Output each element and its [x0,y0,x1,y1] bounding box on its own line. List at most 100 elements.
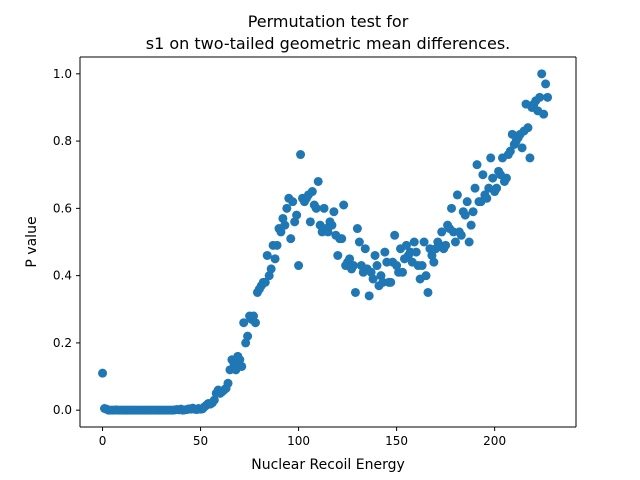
data-point-225 [539,109,549,119]
data-point-71 [237,361,247,371]
data-point-140 [372,261,382,271]
data-point-86 [266,264,276,274]
x-tick-label: 100 [287,434,310,448]
data-point-109 [311,203,321,213]
data-point-160 [411,247,421,257]
data-point-89 [272,240,282,250]
data-point-100 [294,261,304,271]
data-point-91 [276,227,286,237]
data-point-178 [447,203,457,213]
data-point-64 [223,378,233,388]
data-point-186 [462,197,472,207]
data-point-72 [239,318,249,328]
data-point-224 [537,69,547,79]
data-point-183 [456,230,466,240]
data-point-101 [296,150,306,160]
y-tick-label: 0.6 [53,201,72,215]
y-tick-label: 0.0 [53,403,72,417]
data-point-190 [470,183,480,193]
data-point-96 [286,234,296,244]
data-point-218 [525,153,535,163]
data-point-149 [390,230,400,240]
data-point-185 [460,210,470,220]
data-point-88 [270,254,280,264]
data-point-115 [323,227,333,237]
plot-area [80,57,576,427]
data-point-165 [421,271,431,281]
data-point-84 [262,250,272,260]
data-point-155 [401,240,411,250]
data-point-217 [523,123,533,133]
data-point-129 [350,287,360,297]
data-point-117 [327,220,337,230]
x-axis-ticks: 0 50 100 150 200 [99,427,506,448]
data-point-138 [368,274,378,284]
scatter-points [98,69,553,415]
data-point-188 [466,220,476,230]
chart-title-line-1: Permutation test for [248,12,409,31]
data-point-166 [423,287,433,297]
data-point-118 [329,207,339,217]
data-point-196 [482,193,492,203]
x-tick-label: 0 [99,434,107,448]
data-point-136 [364,291,374,301]
data-point-0 [98,368,108,378]
data-point-226 [541,79,551,89]
y-axis-label: P value [24,216,40,267]
data-point-128 [348,261,358,271]
data-point-175 [441,240,451,250]
data-point-181 [452,190,462,200]
y-tick-label: 1.0 [53,67,72,81]
data-point-144 [380,247,390,257]
data-point-130 [352,224,362,234]
x-tick-label: 50 [193,434,208,448]
data-point-97 [288,197,298,207]
x-tick-label: 150 [385,434,408,448]
data-point-83 [260,277,270,287]
data-point-201 [492,183,502,193]
chart-title-line-2: s1 on two-tailed geometric mean differen… [146,34,511,53]
data-point-123 [339,200,349,210]
data-point-198 [486,153,496,163]
data-point-153 [398,267,407,277]
data-point-187 [464,237,474,247]
y-tick-label: 0.2 [53,336,72,350]
data-point-134 [360,244,370,254]
data-point-120 [333,250,343,260]
data-point-126 [345,254,355,264]
plot-frame [79,56,577,428]
data-point-113 [319,203,329,213]
data-point-163 [417,261,427,271]
data-point-227 [543,92,553,102]
x-tick-label: 200 [483,434,506,448]
data-point-139 [370,250,380,260]
data-point-180 [450,237,460,247]
data-point-93 [280,220,290,230]
data-point-169 [429,257,439,267]
data-point-214 [517,143,527,153]
data-point-191 [472,160,482,170]
data-point-78 [250,318,260,328]
data-point-208 [505,146,515,156]
data-point-164 [419,237,429,247]
data-point-99 [292,210,302,220]
y-axis-ticks: 0.0 0.2 0.4 0.6 0.8 1.0 [53,67,80,417]
data-point-147 [386,277,396,287]
data-point-173 [437,227,447,237]
data-point-206 [501,173,511,183]
y-tick-label: 0.8 [53,134,72,148]
data-point-106 [305,217,315,227]
data-point-74 [243,331,253,341]
data-point-159 [409,237,419,247]
data-point-122 [337,234,347,244]
x-axis-label: Nuclear Recoil Energy [251,457,405,473]
data-point-94 [282,203,292,213]
data-point-223 [535,92,545,102]
data-point-194 [478,170,488,180]
y-tick-label: 0.4 [53,269,72,283]
data-point-189 [468,207,478,217]
data-point-199 [488,173,498,183]
data-point-110 [313,176,323,186]
data-point-107 [307,187,317,197]
